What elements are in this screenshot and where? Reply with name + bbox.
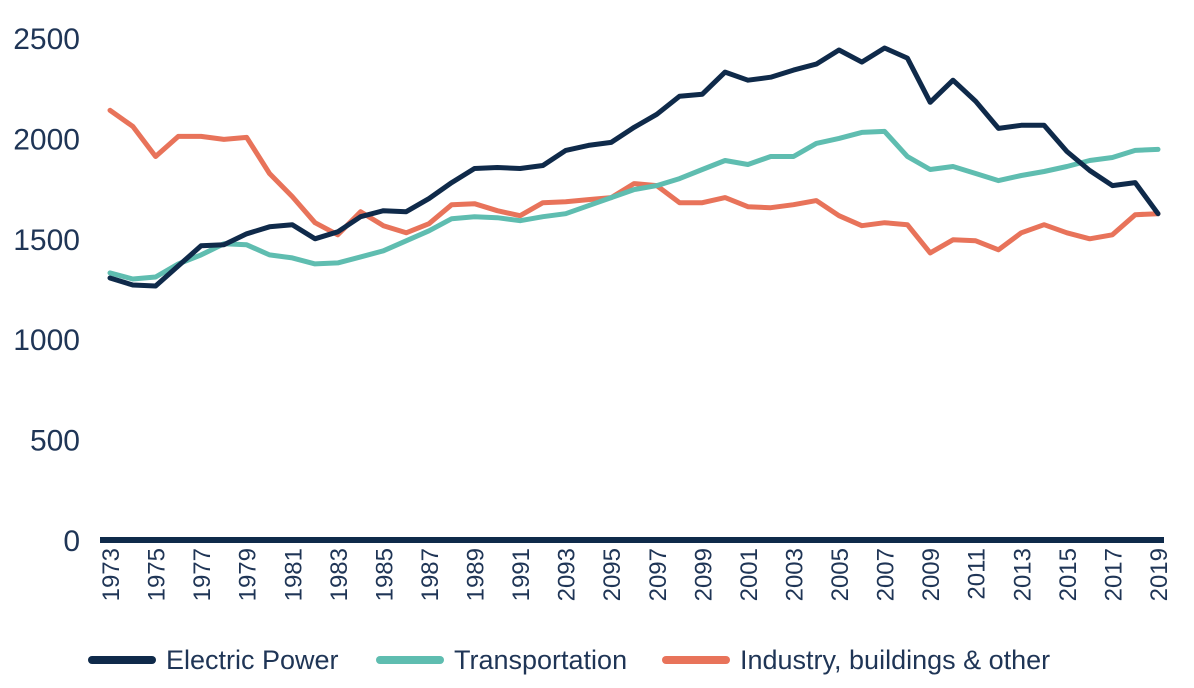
x-tick-label: 1981: [280, 548, 307, 601]
y-tick-label: 2500: [13, 23, 80, 56]
x-tick-label: 2009: [918, 548, 945, 601]
x-axis: 1973 1975 1977 1979 1981 1983 1985 1987 1989 1991…: [98, 548, 1173, 601]
x-tick-label: 2099: [690, 548, 717, 601]
series-line-transportation: [107, 128, 1161, 282]
legend-label: Electric Power: [166, 645, 339, 675]
legend-label: Transportation: [454, 645, 627, 675]
x-tick-label: 1977: [189, 548, 216, 601]
series-line-electric-power: [107, 45, 1161, 289]
x-tick-label: 2093: [554, 548, 581, 601]
x-tick-label: 2013: [1009, 548, 1036, 601]
x-tick-label: 1985: [371, 548, 398, 601]
series-layer: [107, 45, 1161, 289]
x-tick-label: 2017: [1100, 548, 1127, 601]
x-tick-label: 2015: [1055, 548, 1082, 601]
y-tick-label: 1000: [13, 324, 80, 357]
x-tick-label: 1975: [144, 548, 171, 601]
x-tick-label: 1991: [508, 548, 535, 601]
x-tick-label: 2005: [827, 548, 854, 601]
y-tick-label: 2000: [13, 123, 80, 156]
x-tick-label: 1983: [326, 548, 353, 601]
series-line-industry-buildings-other: [107, 107, 1161, 256]
x-tick-label: 1979: [235, 548, 262, 601]
legend: Electric Power Transportation Industry, bu…: [88, 645, 1050, 675]
x-tick-label: 2007: [873, 548, 900, 601]
y-axis: 0 500 1000 1500 2000 2500: [13, 23, 80, 558]
y-tick-label: 1500: [13, 224, 80, 257]
x-tick-label: 2011: [964, 548, 991, 600]
x-tick-label: 2095: [599, 548, 626, 601]
x-tick-label: 2097: [645, 548, 672, 601]
x-tick-label: 2019: [1146, 548, 1173, 601]
y-tick-label: 0: [63, 525, 80, 558]
legend-label: Industry, buildings & other: [740, 645, 1050, 675]
x-tick-label: 2001: [736, 548, 763, 601]
x-tick-label: 1987: [417, 548, 444, 601]
x-tick-label: 1989: [463, 548, 490, 601]
x-tick-label: 1973: [98, 548, 125, 601]
x-tick-label: 2003: [781, 548, 808, 601]
y-tick-label: 500: [30, 425, 80, 458]
